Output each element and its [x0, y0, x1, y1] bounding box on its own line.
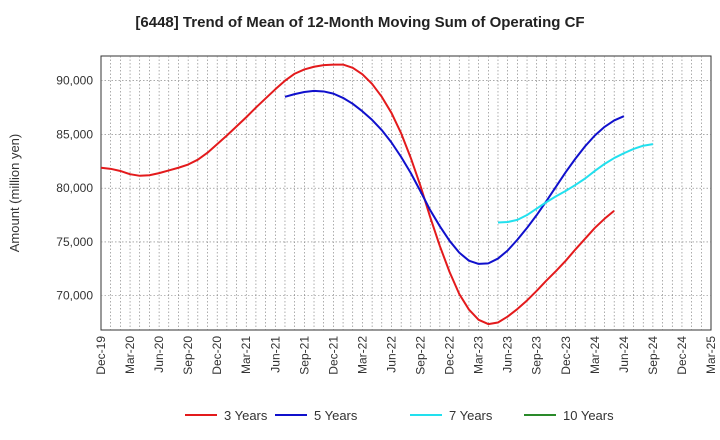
y-tick-label: 85,000	[56, 127, 93, 141]
plot-frame	[100, 55, 712, 331]
x-tick-label: Dec-24	[675, 336, 689, 375]
x-tick-label: Dec-19	[94, 336, 108, 375]
legend-label: 3 Years	[224, 408, 268, 423]
legend: 3 Years 5 Years 7 Years 10 Years	[185, 408, 614, 423]
x-tick-label: Sep-22	[414, 336, 428, 375]
x-tick-label: Sep-21	[297, 336, 311, 375]
chart-title: [6448] Trend of Mean of 12-Month Moving …	[135, 14, 585, 31]
legend-label: 10 Years	[563, 408, 614, 423]
x-tick-label: Mar-23	[472, 336, 486, 374]
grid-layer	[101, 56, 711, 330]
x-tick-label: Mar-21	[239, 336, 253, 374]
x-tick-label: Mar-25	[704, 336, 718, 374]
y-tick-label: 90,000	[56, 74, 93, 88]
x-tick-label: Jun-21	[268, 336, 282, 373]
y-tick-label: 80,000	[56, 181, 93, 195]
legend-label: 5 Years	[314, 408, 358, 423]
series-layer	[100, 63, 654, 326]
x-tick-label: Dec-21	[326, 336, 340, 375]
x-tick-label: Dec-23	[559, 336, 573, 375]
legend-label: 7 Years	[449, 408, 493, 423]
x-tick-label: Dec-20	[210, 336, 224, 375]
x-tick-label: Sep-23	[530, 336, 544, 375]
x-tick-label: Dec-22	[443, 336, 457, 375]
series-line-5-years	[284, 89, 625, 265]
x-tick-labels: Dec-19 Mar-20 Jun-20 Sep-20 Dec-20 Mar-21 Jun-…	[94, 336, 718, 375]
x-tick-label: Jun-22	[384, 336, 398, 373]
x-tick-label: Mar-22	[355, 336, 369, 374]
y-tick-label: 70,000	[56, 289, 93, 303]
y-axis-title: Amount (million yen)	[7, 134, 22, 253]
series-line-7-years	[497, 143, 654, 224]
x-tick-label: Mar-24	[588, 336, 602, 374]
y-tick-label: 75,000	[56, 235, 93, 249]
x-tick-label: Jun-20	[152, 336, 166, 373]
y-tick-labels: 70,000 75,000 80,000 85,000 90,000	[56, 74, 93, 303]
x-tick-label: Jun-24	[617, 336, 631, 373]
x-tick-label: Sep-24	[646, 336, 660, 375]
x-tick-label: Jun-23	[501, 336, 515, 373]
x-tick-label: Mar-20	[123, 336, 137, 374]
x-tick-label: Sep-20	[181, 336, 195, 375]
series-line-3-years	[100, 63, 615, 326]
